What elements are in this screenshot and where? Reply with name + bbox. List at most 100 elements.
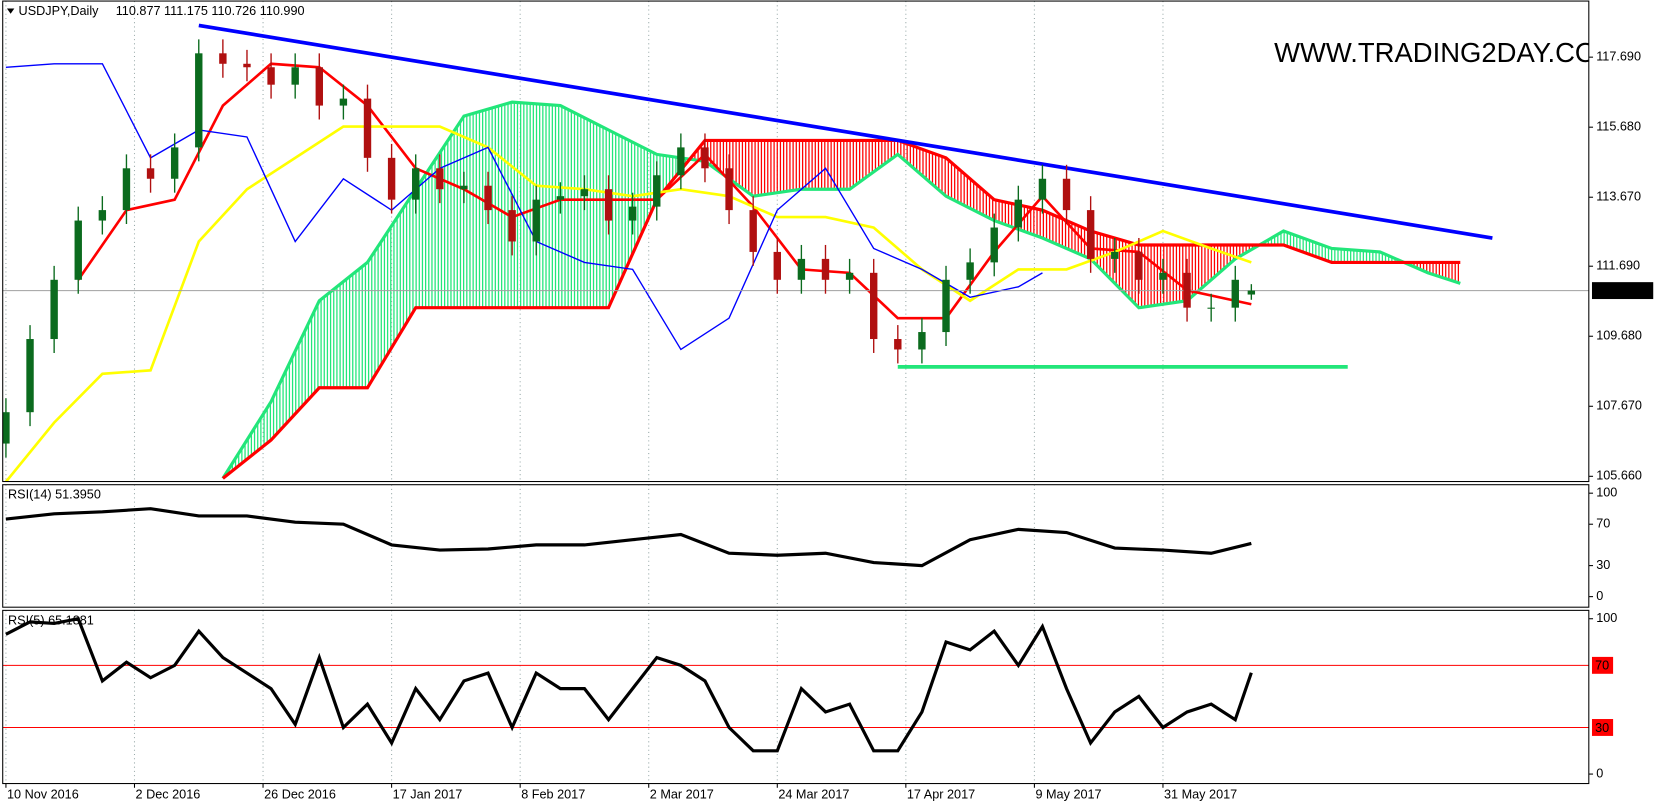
candle-body xyxy=(556,196,565,200)
y-tick-label: 100 xyxy=(1596,486,1617,500)
panel-2 xyxy=(2,610,1589,784)
y-tick-label: 100 xyxy=(1596,611,1617,625)
candle-body xyxy=(339,98,348,106)
x-tick-label: 8 Feb 2017 xyxy=(521,788,585,802)
candle-body xyxy=(195,53,203,148)
rsi-line xyxy=(5,507,1252,568)
x-tick-label: 26 Dec 2016 xyxy=(264,788,336,802)
senkou-span-a xyxy=(221,100,1461,480)
candle-body xyxy=(50,279,58,340)
y-tick-label: 117.690 xyxy=(1596,49,1641,63)
watermark-group: WWW.TRADING2DAY.COM xyxy=(1274,37,1619,68)
x-tick-label: 17 Jan 2017 xyxy=(393,788,463,802)
candle-body xyxy=(1183,272,1191,308)
y-tick-label: 113.670 xyxy=(1596,190,1641,204)
candle-body xyxy=(219,53,227,64)
candle-body xyxy=(604,189,613,221)
candle-body xyxy=(1038,178,1047,200)
y-tick-label: 111.690 xyxy=(1596,259,1640,273)
candle-body xyxy=(436,168,444,190)
rsi5-panel-border xyxy=(2,609,1590,785)
candle-body xyxy=(990,227,998,263)
candle-body xyxy=(773,251,781,280)
candle-body xyxy=(653,175,661,207)
candle-body xyxy=(532,199,540,242)
candle-body xyxy=(267,67,275,85)
x-tick-label: 17 Apr 2017 xyxy=(907,788,975,802)
candle-body xyxy=(26,339,34,413)
candle-body xyxy=(966,262,974,280)
level-box xyxy=(1591,656,1614,674)
watermark: WWW.TRADING2DAY.COM xyxy=(1274,37,1619,68)
panel-1 xyxy=(5,484,1252,608)
candle-body xyxy=(484,185,492,211)
candle-body xyxy=(412,168,420,200)
candle-body xyxy=(2,412,10,444)
candle-body xyxy=(894,339,902,350)
candle-body xyxy=(797,258,806,280)
candle-body xyxy=(1159,272,1167,280)
dropdown-icon[interactable] xyxy=(6,8,15,14)
candle-body xyxy=(942,279,950,333)
candle-body xyxy=(146,168,155,179)
candle-body xyxy=(1231,279,1239,308)
candle-body xyxy=(243,63,251,68)
candle-body xyxy=(1207,307,1215,309)
x-tick-label: 10 Nov 2016 xyxy=(7,788,79,802)
y-tick-label: 115.680 xyxy=(1596,120,1641,134)
candle-body xyxy=(170,147,179,179)
candle-body xyxy=(363,98,372,158)
x-tick-label: 2 Dec 2016 xyxy=(136,788,201,802)
rsi14-title: RSI(14) 51.3950 xyxy=(8,488,101,502)
candle-body xyxy=(1086,210,1095,259)
rsi5-title: RSI(5) 65.1881 xyxy=(8,613,94,627)
candle-body xyxy=(508,210,516,242)
y-tick-label: 107.670 xyxy=(1596,399,1642,413)
y-tick-label: 0 xyxy=(1596,766,1603,780)
candle-body xyxy=(1247,290,1256,295)
last-price-label: 110.990 xyxy=(1596,284,1641,298)
candle-body xyxy=(98,210,107,221)
candle-body xyxy=(460,185,468,190)
candle-body xyxy=(845,272,854,280)
rsi14-panel-border xyxy=(2,484,1590,608)
candle-body xyxy=(628,206,637,221)
level-label: 30 xyxy=(1595,721,1609,735)
candle-body xyxy=(725,168,733,211)
y-tick-label: 70 xyxy=(1596,517,1610,531)
candle-body xyxy=(821,258,830,280)
candle-body xyxy=(701,147,709,169)
candle-body xyxy=(1014,199,1023,228)
y-tick-label: 109.680 xyxy=(1596,329,1642,343)
rsi-line xyxy=(5,616,1253,753)
candle-body xyxy=(580,189,589,197)
level-box xyxy=(1591,719,1614,736)
candle-body xyxy=(677,147,685,176)
x-tick-label: 9 May 2017 xyxy=(1035,788,1101,802)
x-tick-label: 31 May 2017 xyxy=(1164,788,1237,802)
x-tick-label: 2 Mar 2017 xyxy=(650,788,714,802)
y-tick-label: 0 xyxy=(1596,589,1603,603)
y-tick-label: 30 xyxy=(1596,558,1610,572)
candle-body xyxy=(291,67,299,85)
panel-0 xyxy=(2,1,1589,482)
level-label: 70 xyxy=(1595,659,1609,673)
candle-body xyxy=(918,332,926,350)
last-price-box xyxy=(1591,282,1654,300)
candle-body xyxy=(1111,251,1119,259)
x-tick-label: 24 Mar 2017 xyxy=(778,788,849,802)
senkou-span-b xyxy=(221,138,1461,480)
trendline xyxy=(198,23,1493,240)
candle-body xyxy=(122,168,131,211)
main-panel-border xyxy=(2,0,1590,483)
candle-body xyxy=(315,67,323,106)
ohlc-readout: 110.877 111.175 110.726 110.990 xyxy=(116,4,305,18)
y-tick-label: 105.660 xyxy=(1596,469,1642,483)
candle-body xyxy=(74,220,82,280)
candle-body xyxy=(1062,178,1071,211)
candle-body xyxy=(387,157,396,200)
candle-body xyxy=(1135,251,1143,280)
candle-body xyxy=(749,210,757,252)
